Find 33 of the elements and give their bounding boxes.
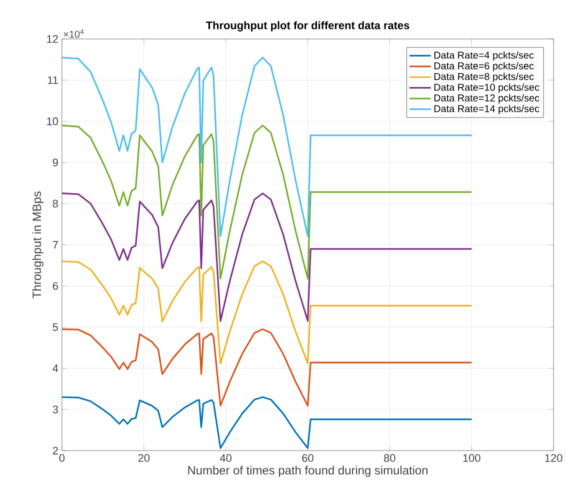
x-tick-label: 40 bbox=[220, 454, 232, 462]
chart-title: Throughput plot for different data rates bbox=[206, 21, 410, 32]
y-tick-label: 3 bbox=[52, 406, 58, 414]
legend-label: Data Rate=8 pckts/sec bbox=[434, 72, 534, 82]
x-tick-label: 20 bbox=[138, 454, 150, 462]
text: ×10$^{4}$ bbox=[64, 29, 84, 38]
y-axis-title: Throughput in MBps bbox=[32, 191, 44, 298]
y-tick-label: 10 bbox=[47, 117, 58, 126]
x-tick-label: 0 bbox=[59, 454, 65, 462]
y-tick-label: 4 bbox=[52, 364, 58, 372]
y-tick-label: 9 bbox=[52, 158, 58, 166]
x-tick-label: 60 bbox=[302, 454, 314, 462]
y-tick-label: 8 bbox=[52, 200, 58, 208]
legend-label: Data Rate=14 pckts/sec bbox=[434, 104, 540, 114]
x-tick-label: 120 bbox=[545, 454, 562, 462]
y-tick-label: 6 bbox=[52, 282, 58, 290]
y-tick-label: 12 bbox=[47, 35, 58, 43]
legend-label: Data Rate=4 pckts/sec bbox=[434, 51, 534, 61]
line-series bbox=[62, 328, 472, 406]
y-tick-label: 2 bbox=[52, 446, 58, 454]
x-axis-title: Number of times path found during simulation bbox=[188, 466, 428, 477]
y-tick-label: 7 bbox=[52, 240, 58, 248]
legend-label: Data Rate=6 pckts/sec bbox=[434, 62, 534, 72]
legend-label: Data Rate=12 pckts/sec bbox=[434, 94, 540, 104]
x-tick-label: 80 bbox=[384, 454, 396, 462]
line-series bbox=[62, 124, 472, 280]
line-series bbox=[62, 192, 472, 322]
y-tick-label: 5 bbox=[52, 323, 58, 331]
line-series bbox=[62, 260, 472, 364]
y-tick-label: 11 bbox=[48, 76, 58, 84]
line-series bbox=[62, 396, 472, 449]
legend-label: Data Rate=10 pckts/sec bbox=[434, 83, 540, 93]
x-tick-label: 100 bbox=[463, 454, 480, 462]
